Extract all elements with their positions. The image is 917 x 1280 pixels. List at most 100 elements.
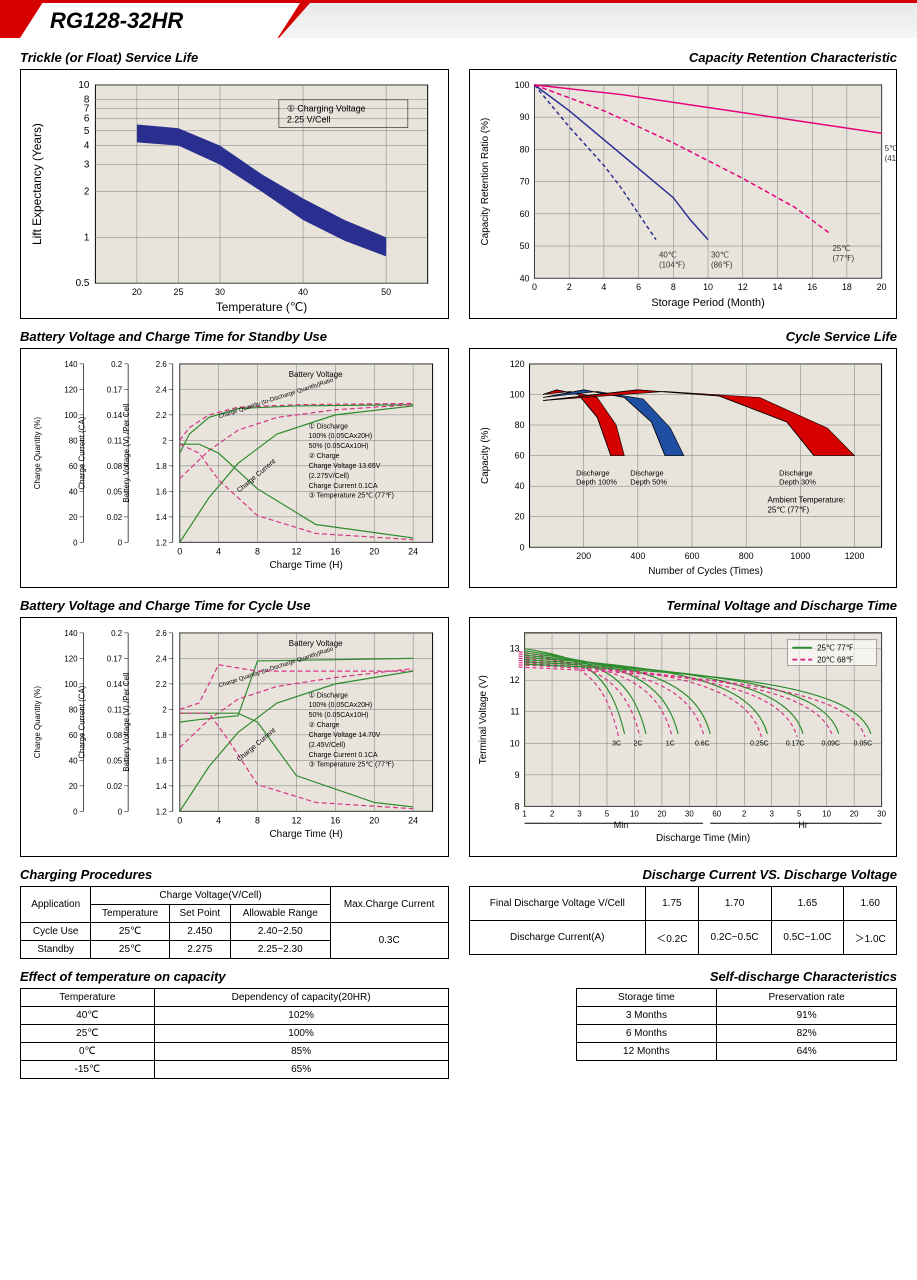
- svg-text:0: 0: [177, 815, 182, 825]
- table-row: Cycle Use 25℃ 2.450 2.40~2.50 0.3C: [21, 923, 449, 941]
- svg-text:30℃: 30℃: [711, 250, 729, 259]
- model-number: RG128-32HR: [50, 8, 183, 34]
- capret-chart: 0246810121416182040506070809010040℃(104℉…: [469, 69, 898, 319]
- svg-text:140: 140: [64, 360, 78, 369]
- svg-text:Charge Current 0.1CA: Charge Current 0.1CA: [309, 483, 378, 490]
- svg-text:25: 25: [173, 287, 183, 297]
- svg-text:0: 0: [118, 538, 123, 547]
- svg-text:2.2: 2.2: [156, 680, 167, 689]
- svg-text:10: 10: [822, 809, 831, 818]
- svg-text:1.8: 1.8: [156, 731, 168, 740]
- tempeff-table: TemperatureDependency of capacity(20HR) …: [20, 988, 449, 1079]
- svg-text:20: 20: [369, 546, 379, 556]
- selfd-title: Self-discharge Characteristics: [469, 969, 898, 984]
- svg-text:140: 140: [64, 629, 78, 638]
- svg-text:16: 16: [330, 546, 340, 556]
- svg-text:0.08: 0.08: [107, 462, 123, 471]
- svg-text:2.4: 2.4: [156, 385, 168, 394]
- svg-text:1.8: 1.8: [156, 462, 168, 471]
- svg-text:24: 24: [408, 546, 418, 556]
- svg-text:① Discharge: ① Discharge: [309, 691, 349, 699]
- svg-text:(104℉): (104℉): [658, 260, 684, 269]
- svg-text:Charge Current (CA): Charge Current (CA): [78, 685, 87, 758]
- svg-text:Battery Voltage: Battery Voltage: [289, 370, 343, 379]
- svg-text:(41℉): (41℉): [884, 154, 896, 163]
- svg-text:12: 12: [291, 815, 301, 825]
- svg-text:0.5: 0.5: [76, 278, 90, 289]
- cyclelife-title: Cycle Service Life: [469, 329, 898, 344]
- svg-text:(2.275V/Cell): (2.275V/Cell): [309, 473, 350, 480]
- svg-text:Charge Voltage 14.70V: Charge Voltage 14.70V: [309, 732, 381, 739]
- svg-text:2.6: 2.6: [156, 629, 168, 638]
- svg-text:0.11: 0.11: [107, 705, 122, 714]
- svg-text:Charge Voltage 13.65V: Charge Voltage 13.65V: [309, 463, 381, 470]
- svg-text:25℃ (77℉): 25℃ (77℉): [767, 506, 809, 515]
- svg-text:0.11: 0.11: [107, 436, 122, 445]
- svg-text:400: 400: [630, 551, 645, 561]
- svg-text:2: 2: [566, 282, 571, 292]
- svg-text:1.6: 1.6: [156, 756, 168, 765]
- svg-text:70: 70: [519, 177, 529, 187]
- th-sp: Set Point: [169, 905, 230, 923]
- table-row: 40℃102%: [21, 1007, 449, 1025]
- svg-text:6: 6: [84, 114, 90, 125]
- svg-text:120: 120: [64, 654, 78, 663]
- svg-text:11: 11: [510, 707, 519, 717]
- svg-text:5: 5: [796, 809, 801, 818]
- svg-text:3: 3: [84, 160, 90, 171]
- svg-text:2: 2: [742, 809, 746, 818]
- table-row: 6 Months82%: [576, 1025, 896, 1043]
- svg-text:50% (0.05CAx10H): 50% (0.05CAx10H): [309, 443, 369, 450]
- charging-table: Application Charge Voltage(V/Cell) Max.C…: [20, 886, 449, 959]
- svg-text:③ Temperature 25℃ (77℉): ③ Temperature 25℃ (77℉): [309, 761, 394, 769]
- svg-text:0.17: 0.17: [107, 385, 122, 394]
- svg-text:10: 10: [703, 282, 713, 292]
- svg-text:20℃ 68℉: 20℃ 68℉: [817, 656, 854, 665]
- svg-text:1: 1: [522, 809, 527, 818]
- standby-chart: 04812162024020406080100120140Charge Quan…: [20, 348, 449, 588]
- svg-text:30: 30: [215, 287, 225, 297]
- cyclelife-chart: 20040060080010001200020406080100120Disch…: [469, 348, 898, 588]
- svg-text:1: 1: [84, 232, 90, 243]
- svg-text:14: 14: [772, 282, 782, 292]
- svg-text:Min: Min: [613, 820, 627, 830]
- th-cv: Charge Voltage(V/Cell): [91, 887, 330, 905]
- svg-text:2.25 V/Cell: 2.25 V/Cell: [287, 115, 331, 125]
- svg-text:5℃: 5℃: [884, 144, 896, 153]
- svg-text:120: 120: [509, 359, 524, 369]
- svg-text:50% (0.05CAx10H): 50% (0.05CAx10H): [309, 712, 369, 719]
- svg-text:0.2: 0.2: [111, 360, 122, 369]
- trickle-chart: 20253040500.51234567810Temperature (℃)Li…: [20, 69, 449, 319]
- svg-text:② Charge: ② Charge: [309, 721, 340, 729]
- svg-text:2.6: 2.6: [156, 360, 168, 369]
- svg-text:Charge Current 0.1CA: Charge Current 0.1CA: [309, 752, 378, 759]
- svg-text:0.17: 0.17: [107, 654, 122, 663]
- svg-text:2.4: 2.4: [156, 654, 168, 663]
- svg-text:0.14: 0.14: [107, 680, 123, 689]
- svg-text:0.6C: 0.6C: [694, 741, 709, 748]
- cyclecharge-chart: 04812162024020406080100120140Charge Quan…: [20, 617, 449, 857]
- svg-text:6: 6: [636, 282, 641, 292]
- svg-text:12: 12: [509, 675, 519, 685]
- svg-text:Depth 50%: Depth 50%: [630, 477, 667, 486]
- svg-text:Discharge: Discharge: [779, 468, 812, 477]
- svg-text:800: 800: [738, 551, 753, 561]
- svg-text:1000: 1000: [790, 551, 810, 561]
- th-ar: Allowable Range: [230, 905, 330, 923]
- svg-text:Battery Voltage (V) /Per Cell: Battery Voltage (V) /Per Cell: [122, 403, 131, 502]
- svg-text:0: 0: [519, 542, 524, 552]
- trickle-title: Trickle (or Float) Service Life: [20, 50, 449, 65]
- svg-text:10: 10: [509, 738, 519, 748]
- svg-text:5: 5: [604, 809, 609, 818]
- svg-text:Terminal Voltage (V): Terminal Voltage (V): [477, 675, 488, 764]
- svg-text:3: 3: [577, 809, 582, 818]
- svg-text:Battery Voltage: Battery Voltage: [289, 639, 343, 648]
- svg-text:Charge Quantity (%): Charge Quantity (%): [33, 417, 42, 490]
- table-row: Discharge Current(A) ＜0.2C 0.2C~0.5C 0.5…: [469, 921, 897, 955]
- svg-text:9: 9: [514, 770, 519, 780]
- svg-text:8: 8: [255, 815, 260, 825]
- svg-text:50: 50: [519, 241, 529, 251]
- svg-text:1.2: 1.2: [156, 538, 167, 547]
- svg-text:30: 30: [877, 809, 886, 818]
- svg-text:20: 20: [657, 809, 666, 818]
